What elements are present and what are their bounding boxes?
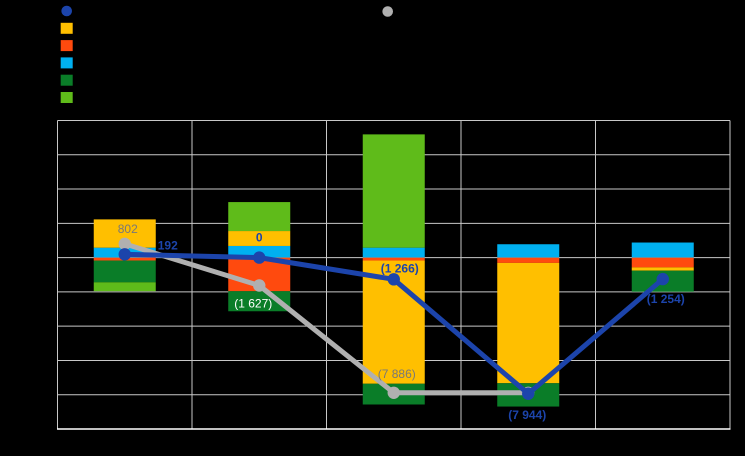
bar-stack [362,134,425,405]
bar-segment-light-green [93,282,156,292]
line-series-gray-line: 802 (1 627) (7 886) [118,222,535,399]
data-label-gray-line: 802 [118,222,138,236]
data-label-blue-line: 192 [158,238,178,252]
bar-stack [631,242,694,292]
legend-marker-orange [60,22,73,34]
line-marker-gray-line [118,237,131,251]
legend-marker-dark-green [60,74,73,86]
data-label-blue-line: (7 944) [508,408,546,422]
bar-stack [497,244,560,407]
legend-marker-orange-red [60,40,73,52]
legend-marker-gray-line [382,6,394,17]
bar-segment-light-green [228,202,291,232]
bar-segment-cyan [497,244,560,258]
bar-segment-orange [497,262,560,384]
bar-segment-cyan [362,247,425,258]
bar-segment-light-green [362,134,425,248]
line-path-gray-line [124,241,529,396]
legend-marker-light-green [60,92,73,103]
line-marker-blue-line [656,272,669,286]
bar-segment-orange-red [631,257,694,268]
bar-segment-orange-red [362,257,425,261]
legend-marker-cyan [60,57,73,69]
legend-marker-blue-line [61,5,72,17]
line-marker-blue-line [253,251,266,264]
data-label-gray-line: (7 886) [378,367,416,381]
data-label-gray-line: (1 627) [234,296,272,310]
bar-segment-orange [228,231,291,246]
line-marker-blue-line [118,248,131,261]
line-marker-blue-line [387,273,400,286]
bar-segment-cyan [631,242,694,258]
line-series-blue-line: 192 0 (1 266) (7 944) (1 254) [118,231,685,422]
line-marker-gray-line [253,279,266,292]
line-marker-gray-line [387,386,400,399]
data-label-blue-line: (1 266) [381,261,419,275]
bar-segment-orange-red [497,257,560,263]
bar-segment-dark-green [93,260,156,283]
bar-segment-orange [631,267,694,271]
legend [60,5,394,103]
line-marker-blue-line [522,387,535,400]
data-label-blue-line: 0 [256,231,263,245]
data-label-blue-line: (1 254) [647,292,685,306]
